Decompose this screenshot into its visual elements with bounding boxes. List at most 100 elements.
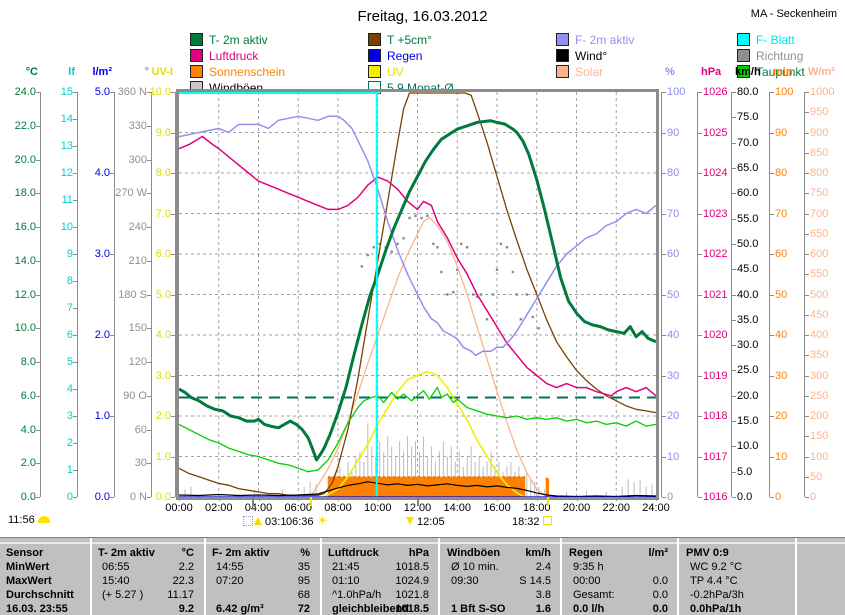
axis-tick-label: 4.0	[20, 423, 36, 436]
legend-item-uv[interactable]: UV	[368, 65, 404, 79]
legend-item-t-2m-aktiv[interactable]: T- 2m aktiv	[190, 33, 268, 47]
table-cell-text: -0.2hPa/3h	[690, 589, 744, 601]
axis-tick	[73, 308, 77, 309]
axis-tick	[698, 132, 702, 134]
axis-tick-label: 1019	[703, 369, 728, 382]
axis-unit-lf: lf	[68, 66, 75, 78]
table-cell-text: gleichbleibend	[332, 603, 410, 615]
axis-tick-label: 100	[667, 86, 686, 98]
moon-time-label: 11:56	[8, 514, 38, 526]
legend-swatch	[368, 65, 381, 78]
axis-tick-label: 60	[775, 248, 788, 260]
axis-tick-label: 350	[810, 349, 829, 362]
legend-item-richtung[interactable]: Richtung	[737, 49, 804, 63]
axis-tick-label: 35.0	[737, 313, 759, 326]
axis-tick-label: 14	[60, 113, 73, 125]
axis-tick-label: 70	[667, 207, 680, 220]
legend-item-sonnenschein[interactable]: Sonnenschein	[190, 65, 285, 79]
legend-item-luftdruck[interactable]: Luftdruck	[190, 49, 258, 63]
legend-swatch	[556, 65, 569, 78]
axis-tick	[805, 274, 809, 276]
table-cell-value: S 14.5	[519, 575, 551, 587]
table-row-label: Durchschnitt	[6, 589, 74, 601]
table-cell-text: 09:30	[451, 575, 479, 587]
axis-tick-label: 650	[810, 227, 829, 240]
axis-tick	[698, 335, 702, 336]
axis-tick	[732, 117, 736, 119]
axis-tick-label: 1025	[703, 126, 728, 139]
axis-tick-label: 150	[810, 430, 829, 443]
axis-tick	[36, 92, 40, 93]
direction-dot	[366, 253, 370, 257]
axis-tick-label: 50.0	[737, 237, 759, 250]
table-cell-value: 1018.5	[395, 603, 429, 615]
axis-tick	[732, 294, 736, 296]
axis-tick	[662, 416, 666, 417]
axis-tick	[732, 370, 736, 372]
legend-item-taupunkt[interactable]: Taupunkt	[737, 65, 805, 79]
series-solar	[309, 216, 548, 497]
axis-tick-label: 5	[66, 356, 73, 368]
axis-tick	[770, 497, 774, 498]
direction-dot	[446, 293, 449, 296]
axis-tick-label: 30.0	[737, 339, 759, 352]
axis-tick	[171, 456, 175, 458]
axis-unit-°: °	[144, 66, 149, 78]
legend-swatch	[737, 65, 750, 78]
axis-tick-label: 55.0	[737, 212, 759, 225]
legend-swatch	[368, 33, 381, 46]
axis-tick-label: 10.0	[14, 322, 36, 335]
direction-dot	[495, 268, 499, 271]
axis-tick-label: 700	[810, 207, 829, 220]
axis-tick-label: 80.0	[737, 86, 759, 98]
table-cell-text: TP 4.4 °C	[690, 575, 738, 587]
x-tick-label: 24:00	[642, 502, 670, 514]
legend-item-f-blatt[interactable]: F- Blatt	[737, 33, 795, 47]
event-axis-tick	[252, 497, 254, 506]
axis-tick-label: 450	[810, 308, 829, 321]
event-axis-tick	[417, 497, 419, 506]
axis-unit-W/m²: W/m²	[808, 66, 835, 78]
legend-item-f-2m-aktiv[interactable]: F- 2m aktiv	[556, 33, 635, 47]
x-tick-label: 04:00	[244, 502, 273, 514]
axis-tick-label: 4	[66, 383, 73, 395]
axis-tick	[805, 436, 809, 438]
table-cell-value: 72	[297, 603, 310, 615]
legend-label: F- 2m aktiv	[575, 33, 635, 47]
axis-tick	[770, 254, 774, 255]
axis-tick	[662, 294, 666, 296]
axis-tick	[770, 294, 774, 296]
axis-tick-label: 50	[667, 288, 680, 301]
legend-item-solar[interactable]: Solar	[556, 65, 603, 79]
axis-tick	[732, 421, 736, 423]
axis-tick	[732, 243, 736, 245]
moon-phase-icon	[243, 516, 253, 526]
axis-tick	[732, 395, 736, 397]
legend-item-regen[interactable]: Regen	[368, 49, 422, 63]
axis-tick-label: 5.0	[94, 86, 110, 98]
axis-tick	[770, 132, 774, 134]
series-wind	[179, 481, 656, 497]
axis-tick-label: 10	[775, 450, 788, 463]
direction-dot	[525, 293, 529, 296]
series-uv	[323, 370, 526, 497]
axis-tick	[110, 335, 114, 336]
axis-tick-label: 1016	[703, 491, 728, 503]
axis-tick-label: 120	[128, 356, 147, 368]
legend-item-t-5cm-[interactable]: T +5cm°	[368, 33, 432, 47]
axis-tick	[36, 227, 40, 228]
axis-line-UV-I	[175, 92, 176, 497]
legend-label: Richtung	[756, 49, 804, 63]
x-tick-label: 00:00	[165, 502, 193, 514]
axis-line-hPa	[697, 92, 698, 497]
axis-tick	[36, 395, 40, 397]
table-column-separator	[320, 538, 322, 615]
x-tick-label: 20:00	[562, 502, 591, 514]
axis-tick	[662, 92, 666, 93]
axis-tick-label: 330	[128, 119, 147, 132]
x-axis-tick	[576, 497, 578, 501]
moonset-time-label: 03:1	[262, 516, 287, 528]
legend-item-wind-[interactable]: Wind°	[556, 49, 608, 63]
legend-label: Wind°	[575, 49, 608, 63]
axis-tick-label: 0	[66, 491, 73, 503]
